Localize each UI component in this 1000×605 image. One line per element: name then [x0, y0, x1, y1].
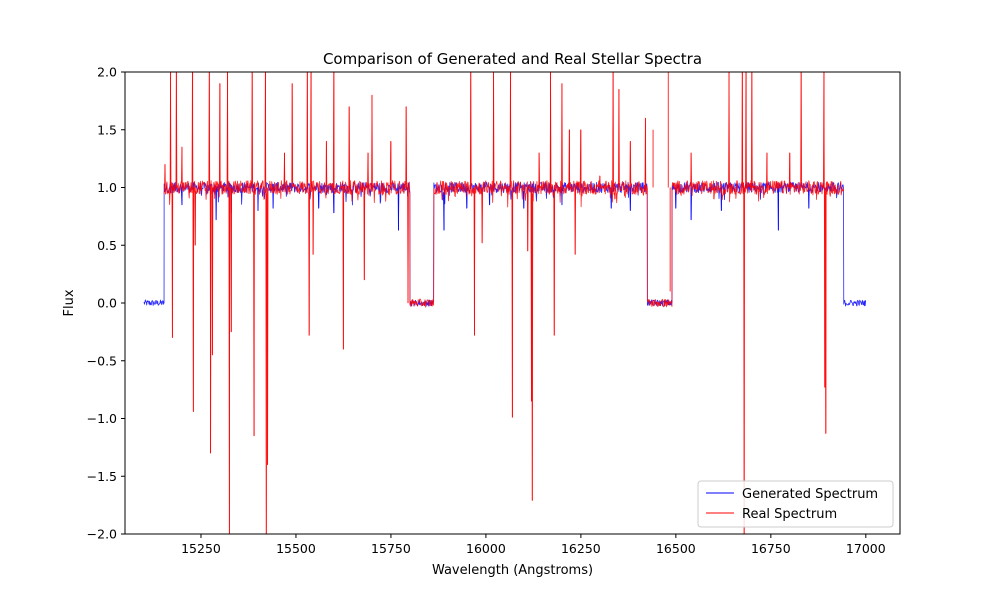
x-tick-label: 16500: [656, 541, 696, 556]
x-tick-label: 16250: [561, 541, 601, 556]
y-tick-label: −1.0: [87, 411, 117, 426]
y-tick-label: 1.5: [97, 122, 117, 137]
series-line-generated: [143, 181, 867, 307]
series-line-real: [163, 72, 844, 534]
x-tick-label: 17000: [846, 541, 886, 556]
x-axis-label: Wavelength (Angstroms): [432, 563, 593, 578]
y-tick-label: 0.0: [97, 296, 117, 311]
x-tick-label: 16000: [466, 541, 506, 556]
x-tick-label: 15250: [181, 541, 221, 556]
legend-label-generated: Generated Spectrum: [742, 487, 878, 502]
y-tick-label: 2.0: [97, 65, 117, 80]
x-tick-label: 16750: [751, 541, 791, 556]
y-axis: −2.0 −1.5 −1.0 −0.5 0.0 0.5 1.0 1.5 2.0: [87, 65, 125, 542]
legend: Generated Spectrum Real Spectrum: [697, 480, 894, 528]
x-axis: 15250 15500 15750 16000 16250 16500 16750 17000: [181, 534, 886, 556]
y-tick-label: 0.5: [97, 238, 117, 253]
series-layer: [143, 72, 867, 534]
x-tick-label: 15500: [276, 541, 316, 556]
legend-box: [697, 480, 894, 528]
chart-title: Comparison of Generated and Real Stellar…: [323, 50, 702, 68]
y-tick-label: −2.0: [87, 527, 117, 542]
y-tick-label: −1.5: [87, 469, 117, 484]
y-axis-label: Flux: [62, 289, 77, 316]
x-tick-label: 15750: [371, 541, 411, 556]
y-tick-label: −0.5: [87, 353, 117, 368]
legend-label-real: Real Spectrum: [742, 507, 837, 522]
y-tick-label: 1.0: [97, 180, 117, 195]
